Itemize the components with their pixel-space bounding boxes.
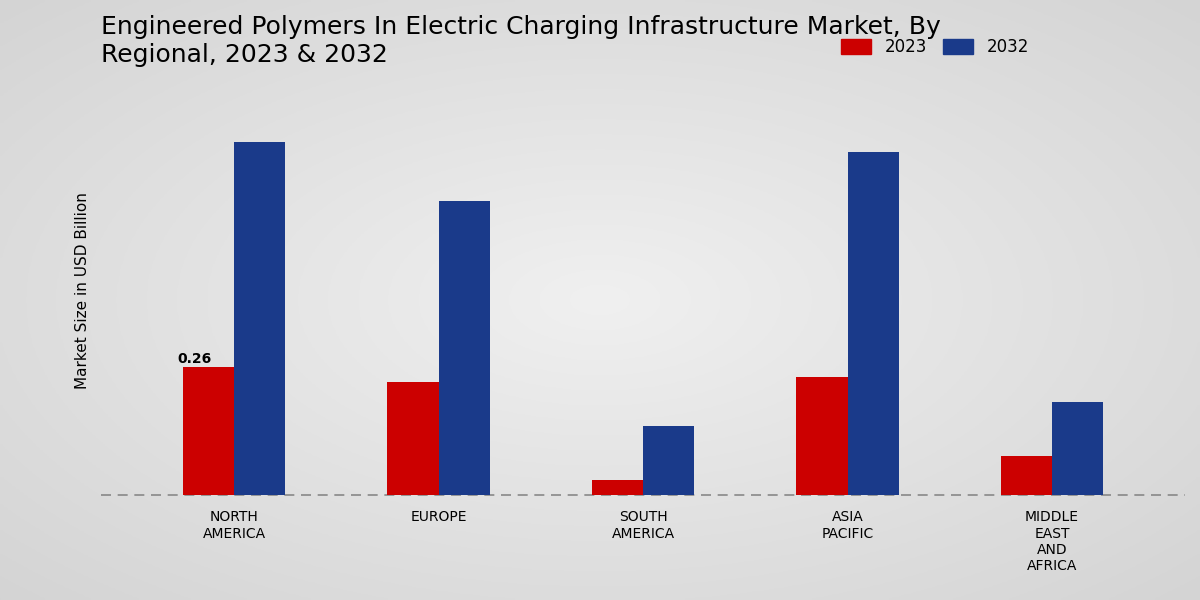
Bar	[438, 201, 490, 495]
Bar	[643, 426, 694, 495]
Legend: 2023, 2032: 2023, 2032	[834, 32, 1036, 63]
Bar	[847, 152, 899, 495]
Bar	[388, 382, 438, 495]
Text: 0.26: 0.26	[178, 352, 212, 366]
Bar	[1052, 401, 1103, 495]
Bar	[234, 142, 286, 495]
Text: Engineered Polymers In Electric Charging Infrastructure Market, By
Regional, 202: Engineered Polymers In Electric Charging…	[101, 15, 941, 67]
Bar	[592, 480, 643, 495]
Bar	[182, 367, 234, 495]
Y-axis label: Market Size in USD Billion: Market Size in USD Billion	[74, 192, 90, 389]
Bar	[797, 377, 847, 495]
Bar	[1001, 455, 1052, 495]
